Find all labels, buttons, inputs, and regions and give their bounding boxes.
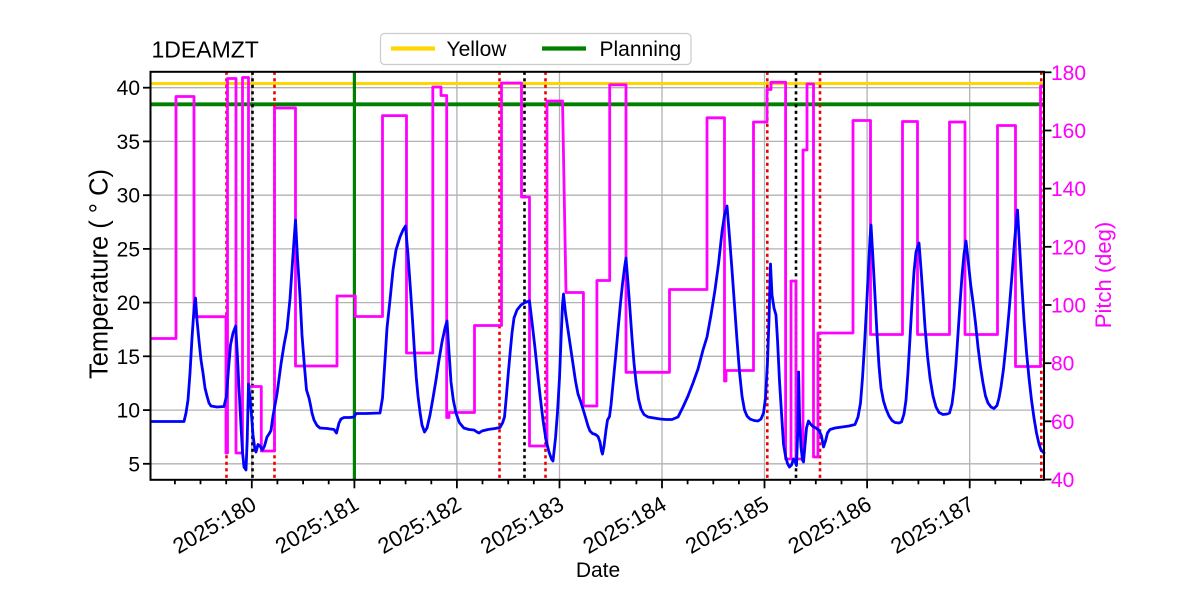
svg-text:Date: Date [576, 559, 620, 582]
svg-text:40: 40 [1051, 469, 1074, 492]
svg-text:1DEAMZT: 1DEAMZT [152, 37, 259, 63]
svg-text:100: 100 [1051, 295, 1086, 318]
svg-text:180: 180 [1051, 62, 1086, 85]
svg-text:60: 60 [1051, 411, 1074, 434]
svg-text:40: 40 [117, 77, 140, 100]
svg-text:10: 10 [117, 400, 140, 423]
svg-text:25: 25 [117, 238, 140, 261]
svg-text:Yellow: Yellow [447, 38, 508, 61]
svg-text:140: 140 [1051, 178, 1086, 201]
svg-text:15: 15 [117, 346, 140, 369]
svg-text:160: 160 [1051, 120, 1086, 143]
svg-text:5: 5 [128, 453, 140, 476]
svg-text:Planning: Planning [600, 38, 682, 61]
svg-text:Temperature ( ° C): Temperature ( ° C) [86, 169, 114, 379]
svg-text:80: 80 [1051, 353, 1074, 376]
svg-text:20: 20 [117, 292, 140, 315]
svg-text:30: 30 [117, 185, 140, 208]
svg-text:Pitch (deg): Pitch (deg) [1091, 222, 1116, 328]
svg-text:35: 35 [117, 131, 140, 154]
svg-text:120: 120 [1051, 236, 1086, 259]
